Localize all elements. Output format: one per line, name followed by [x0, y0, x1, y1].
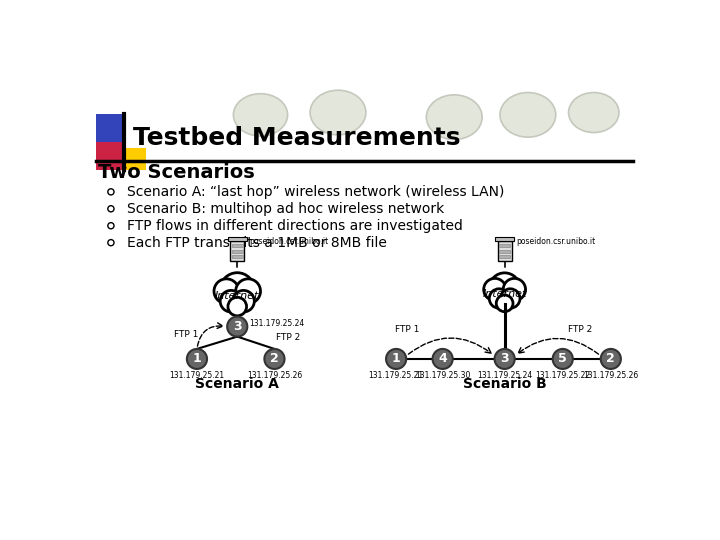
- Text: Scenario A: Scenario A: [195, 376, 279, 390]
- FancyBboxPatch shape: [232, 249, 243, 253]
- Circle shape: [433, 349, 453, 369]
- FancyBboxPatch shape: [499, 255, 510, 258]
- Circle shape: [108, 206, 114, 212]
- FancyBboxPatch shape: [499, 249, 510, 253]
- Circle shape: [233, 291, 254, 312]
- Ellipse shape: [426, 95, 482, 139]
- Circle shape: [600, 349, 621, 369]
- Text: FTP 1: FTP 1: [395, 325, 419, 334]
- Ellipse shape: [310, 90, 366, 135]
- Text: 2: 2: [270, 353, 279, 366]
- Text: 131.179.25.22: 131.179.25.22: [535, 370, 590, 380]
- Text: FTP flows in different directions are investigated: FTP flows in different directions are in…: [127, 219, 463, 233]
- Text: FTP 2: FTP 2: [276, 333, 300, 342]
- Text: 3: 3: [233, 320, 242, 333]
- Text: 131.179.25.26: 131.179.25.26: [583, 370, 639, 380]
- Text: 4: 4: [438, 353, 447, 366]
- FancyBboxPatch shape: [96, 114, 124, 142]
- FancyBboxPatch shape: [228, 237, 246, 241]
- FancyBboxPatch shape: [232, 244, 243, 247]
- FancyBboxPatch shape: [124, 148, 145, 170]
- Circle shape: [500, 289, 520, 308]
- Circle shape: [214, 279, 239, 303]
- Text: Two Scenarios: Two Scenarios: [98, 163, 254, 182]
- Circle shape: [220, 273, 254, 307]
- FancyBboxPatch shape: [96, 142, 124, 170]
- Text: Internet: Internet: [482, 289, 527, 299]
- Text: 1: 1: [192, 353, 202, 366]
- Text: FTP 1: FTP 1: [174, 330, 198, 339]
- Circle shape: [496, 295, 513, 312]
- Circle shape: [108, 222, 114, 229]
- Ellipse shape: [233, 93, 287, 136]
- Circle shape: [108, 240, 114, 246]
- Circle shape: [220, 291, 242, 312]
- Circle shape: [553, 349, 573, 369]
- Circle shape: [386, 349, 406, 369]
- FancyBboxPatch shape: [498, 241, 512, 261]
- FancyBboxPatch shape: [232, 255, 243, 258]
- FancyBboxPatch shape: [230, 241, 244, 261]
- Text: 3: 3: [500, 353, 509, 366]
- Circle shape: [490, 289, 509, 308]
- Circle shape: [503, 279, 526, 301]
- Text: Internet: Internet: [215, 291, 259, 301]
- Text: 131.179.25.21: 131.179.25.21: [169, 370, 225, 380]
- Text: Scenario A: “last hop” wireless network (wireless LAN): Scenario A: “last hop” wireless network …: [127, 185, 505, 199]
- Text: 131.179.25.30: 131.179.25.30: [415, 370, 470, 380]
- Ellipse shape: [500, 92, 556, 137]
- FancyBboxPatch shape: [495, 237, 514, 241]
- Text: 131.179.25.21: 131.179.25.21: [369, 370, 423, 380]
- Text: 5: 5: [559, 353, 567, 366]
- Circle shape: [484, 279, 506, 301]
- Text: Testbed Measurements: Testbed Measurements: [132, 126, 460, 150]
- Text: 131.179.25.26: 131.179.25.26: [247, 370, 302, 380]
- Circle shape: [187, 349, 207, 369]
- Text: Each FTP transmits a 1MB or 8MB file: Each FTP transmits a 1MB or 8MB file: [127, 235, 387, 249]
- Circle shape: [228, 316, 248, 336]
- Text: 131.179.25.24: 131.179.25.24: [477, 370, 532, 380]
- FancyBboxPatch shape: [499, 244, 510, 247]
- Circle shape: [264, 349, 284, 369]
- Text: 1: 1: [392, 353, 400, 366]
- Text: Scenario B: Scenario B: [463, 376, 546, 390]
- Circle shape: [235, 279, 261, 303]
- Text: poseidon.csr.unibo.it: poseidon.csr.unibo.it: [249, 237, 328, 246]
- Ellipse shape: [569, 92, 619, 132]
- Circle shape: [495, 349, 515, 369]
- Text: FTP 2: FTP 2: [568, 325, 593, 334]
- Circle shape: [228, 298, 246, 316]
- Text: poseidon.csr.unibo.it: poseidon.csr.unibo.it: [516, 237, 595, 246]
- Circle shape: [108, 189, 114, 195]
- Text: 2: 2: [606, 353, 615, 366]
- Text: 131.179.25.24: 131.179.25.24: [250, 319, 305, 328]
- Circle shape: [490, 273, 520, 303]
- Text: Scenario B: multihop ad hoc wireless network: Scenario B: multihop ad hoc wireless net…: [127, 202, 444, 216]
